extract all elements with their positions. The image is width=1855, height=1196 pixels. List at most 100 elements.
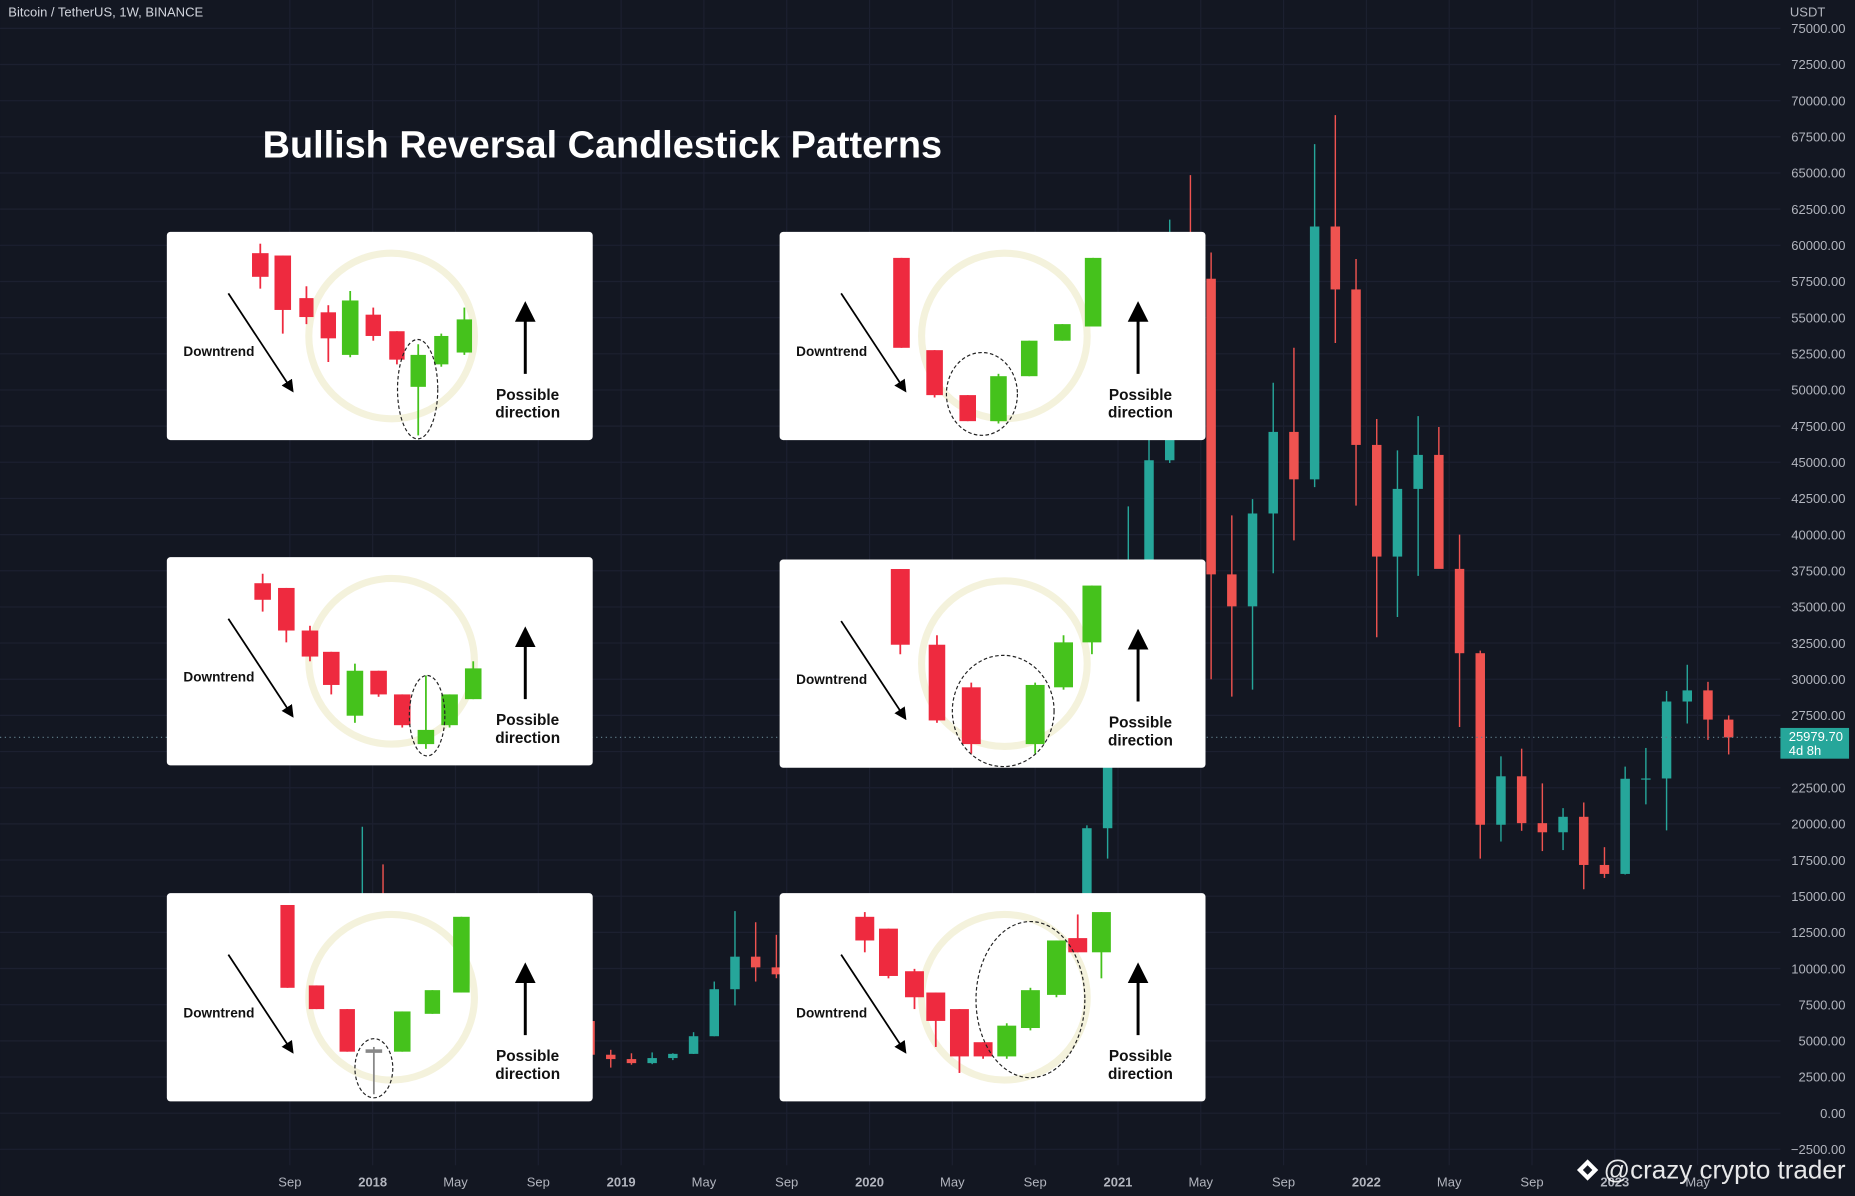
trend-label: Downtrend bbox=[183, 344, 254, 359]
x-tick-label: 2020 bbox=[855, 1175, 884, 1190]
candle-body bbox=[709, 989, 719, 1037]
pattern-candle bbox=[434, 335, 449, 365]
y-tick-label: 47500.00 bbox=[1791, 419, 1845, 434]
y-tick-label: 17500.00 bbox=[1791, 853, 1845, 868]
candle-body bbox=[1330, 226, 1341, 290]
trend-label: Downtrend bbox=[796, 1005, 867, 1020]
highlight-ellipse bbox=[975, 920, 1086, 1079]
pattern-candle bbox=[1068, 938, 1088, 953]
pattern-candle bbox=[393, 1011, 411, 1052]
trend-label: Downtrend bbox=[183, 1005, 254, 1020]
candle-body bbox=[1703, 690, 1713, 720]
pattern-candle bbox=[320, 312, 337, 339]
pattern-candle bbox=[280, 904, 295, 988]
x-tick-label: May bbox=[1437, 1175, 1462, 1190]
pattern-candle bbox=[441, 694, 458, 726]
x-tick-label: 2018 bbox=[358, 1175, 387, 1190]
y-tick-label: 0.00 bbox=[1820, 1106, 1845, 1121]
x-tick-label: Sep bbox=[775, 1175, 798, 1190]
candle-body bbox=[1144, 460, 1154, 635]
last-price-box bbox=[1780, 727, 1850, 759]
currency-label: USDT bbox=[1790, 5, 1825, 20]
y-tick-label: −2500.00 bbox=[1791, 1142, 1846, 1157]
candle-body bbox=[1558, 816, 1568, 833]
candle-body bbox=[1454, 568, 1465, 654]
pattern-candle bbox=[949, 1009, 969, 1057]
pattern-candle bbox=[1025, 684, 1045, 745]
direction-label: Possible bbox=[496, 712, 560, 729]
pattern-candle bbox=[1084, 257, 1102, 327]
pattern-candle bbox=[1046, 940, 1066, 995]
highlight-ellipse bbox=[408, 674, 446, 757]
candle-body bbox=[606, 1054, 616, 1060]
pattern-candle bbox=[961, 687, 981, 745]
downtrend-arrow bbox=[840, 954, 907, 1054]
direction-label: direction bbox=[495, 1066, 560, 1083]
x-tick-label: Sep bbox=[1520, 1175, 1543, 1190]
candle-body bbox=[771, 967, 782, 975]
y-tick-label: 67500.00 bbox=[1791, 130, 1845, 145]
pattern-candle bbox=[274, 255, 292, 310]
pattern-candle bbox=[252, 253, 269, 277]
x-tick-label: Sep bbox=[278, 1175, 301, 1190]
downtrend-arrow bbox=[840, 292, 907, 393]
candle-body bbox=[626, 1059, 637, 1064]
y-tick-label: 35000.00 bbox=[1791, 600, 1845, 615]
card-background bbox=[166, 893, 593, 1102]
y-tick-label: 62500.00 bbox=[1791, 202, 1845, 217]
pattern-candle bbox=[855, 916, 875, 941]
pattern-candle bbox=[456, 319, 473, 353]
candle-body bbox=[1289, 431, 1299, 480]
card-background bbox=[166, 231, 593, 441]
candle-body bbox=[1372, 444, 1382, 557]
candle-body bbox=[1434, 454, 1444, 569]
y-tick-label: 2500.00 bbox=[1798, 1070, 1845, 1085]
direction-label: Possible bbox=[496, 387, 560, 404]
pattern-candle bbox=[464, 668, 482, 700]
pattern-candle bbox=[890, 569, 910, 645]
watermark: @crazy crypto trader bbox=[1604, 1154, 1846, 1184]
downtrend-arrow bbox=[840, 620, 907, 721]
candle-body bbox=[1268, 431, 1278, 514]
y-tick-label: 42500.00 bbox=[1791, 491, 1845, 506]
trend-label: Downtrend bbox=[796, 344, 867, 359]
card-logo bbox=[305, 574, 478, 748]
pattern-candle bbox=[410, 354, 426, 387]
y-tick-label: 70000.00 bbox=[1791, 93, 1845, 108]
pattern-candle bbox=[393, 694, 411, 726]
direction-label: direction bbox=[1108, 405, 1173, 422]
candle-body bbox=[1661, 701, 1672, 779]
candle-body bbox=[1682, 690, 1693, 702]
direction-label: Possible bbox=[1109, 1048, 1173, 1065]
x-tick-label: 2023 bbox=[1600, 1175, 1629, 1190]
y-tick-label: 57500.00 bbox=[1791, 274, 1845, 289]
candle-body bbox=[1516, 776, 1527, 824]
candle-body bbox=[1247, 513, 1258, 607]
y-tick-label: 20000.00 bbox=[1791, 817, 1845, 832]
x-tick-label: May bbox=[940, 1175, 965, 1190]
x-tick-label: 2019 bbox=[607, 1175, 636, 1190]
pattern-candle bbox=[365, 314, 381, 336]
pattern-candle bbox=[990, 376, 1007, 422]
highlight-ellipse bbox=[354, 1038, 394, 1099]
x-tick-label: May bbox=[443, 1175, 468, 1190]
pattern-candle bbox=[1082, 585, 1102, 643]
pattern-candle bbox=[301, 630, 319, 657]
pattern-candle bbox=[254, 583, 271, 600]
card-logo bbox=[918, 577, 1091, 751]
candle-body bbox=[1351, 289, 1361, 445]
watermark-icon bbox=[1576, 1159, 1599, 1181]
last-price-label: 25979.70 bbox=[1789, 729, 1843, 744]
y-tick-label: 32500.00 bbox=[1791, 636, 1845, 651]
candle-body bbox=[750, 956, 761, 968]
y-tick-label: 5000.00 bbox=[1798, 1034, 1845, 1049]
pattern-candle bbox=[926, 992, 946, 1021]
card-logo bbox=[305, 249, 478, 423]
pattern-candle bbox=[973, 1042, 993, 1057]
countdown-label: 4d 8h bbox=[1789, 743, 1822, 758]
